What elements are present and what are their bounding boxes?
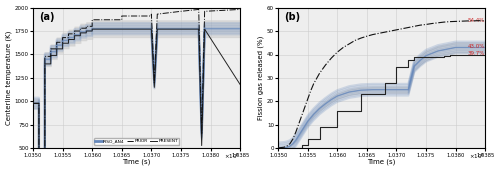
- PRESENT: [78, 35, 84, 37]
- PRESENT: [119, 28, 125, 30]
- PRESENT: [152, 86, 158, 88]
- PRESENT: [148, 28, 154, 30]
- PRIOR: [89, 25, 95, 27]
- PRIOR: [54, 41, 60, 43]
- Line: PRESENT: PRESENT: [33, 29, 240, 155]
- PRIOR: [72, 33, 78, 35]
- PRIOR: [89, 19, 95, 21]
- PRESENT: [196, 28, 202, 30]
- PRESENT: [60, 42, 66, 44]
- PRESENT: [66, 38, 71, 41]
- PRESENT: [237, 83, 243, 86]
- PRIOR: [152, 82, 158, 84]
- Text: $\times10^8$: $\times10^8$: [470, 151, 486, 161]
- PRESENT: [60, 48, 66, 50]
- Text: (b): (b): [284, 12, 300, 22]
- PRIOR: [198, 133, 204, 135]
- PRESENT: [78, 32, 84, 34]
- PRIOR: [60, 41, 66, 43]
- PRIOR: [148, 13, 154, 15]
- PRIOR: [148, 15, 154, 17]
- Text: 43.0%: 43.0%: [468, 44, 485, 49]
- PRIOR: [237, 8, 243, 10]
- Y-axis label: Fission gas released (%): Fission gas released (%): [258, 36, 264, 120]
- Text: $\times10^8$: $\times10^8$: [224, 151, 240, 161]
- PRESENT: [119, 28, 125, 30]
- PRIOR: [84, 27, 89, 29]
- PRIOR: [66, 37, 71, 39]
- PRIOR: [42, 55, 48, 57]
- PRESENT: [66, 42, 71, 44]
- PRESENT: [178, 28, 184, 30]
- Y-axis label: Centerline temperature (K): Centerline temperature (K): [6, 31, 12, 125]
- PRIOR: [48, 48, 54, 50]
- PRESENT: [42, 63, 48, 65]
- PRIOR: [60, 37, 66, 39]
- PRESENT: [84, 32, 89, 34]
- PRIOR: [72, 30, 78, 32]
- PRESENT: [152, 86, 158, 88]
- PRIOR: [48, 55, 54, 57]
- PRESENT: [178, 28, 184, 30]
- PRIOR: [78, 27, 84, 29]
- PRIOR: [54, 48, 60, 50]
- PRESENT: [72, 35, 78, 37]
- Text: (a): (a): [39, 12, 54, 22]
- PRESENT: [42, 154, 48, 156]
- PRIOR: [84, 25, 89, 27]
- PRIOR: [196, 8, 202, 10]
- PRESENT: [36, 102, 42, 104]
- PRESENT: [198, 144, 204, 147]
- PRESENT: [84, 30, 89, 32]
- PRESENT: [30, 102, 36, 104]
- PRIOR: [178, 10, 184, 12]
- PRIOR: [178, 10, 184, 12]
- PRIOR: [42, 154, 48, 156]
- PRESENT: [202, 28, 207, 30]
- Text: 39.7%: 39.7%: [468, 51, 485, 56]
- PRIOR: [36, 154, 42, 156]
- PRIOR: [154, 13, 160, 15]
- PRESENT: [48, 63, 54, 65]
- Legend: RISO_AN4, PRIOR, PRESENT: RISO_AN4, PRIOR, PRESENT: [94, 138, 180, 145]
- PRIOR: [202, 10, 207, 12]
- PRESENT: [89, 28, 95, 30]
- PRIOR: [36, 102, 42, 104]
- PRIOR: [196, 8, 202, 10]
- PRIOR: [198, 133, 204, 135]
- PRIOR: [30, 102, 36, 104]
- PRESENT: [154, 28, 160, 30]
- PRIOR: [152, 82, 158, 84]
- Line: PRIOR: PRIOR: [33, 9, 240, 155]
- Text: 54.4%: 54.4%: [468, 18, 485, 23]
- PRESENT: [54, 48, 60, 50]
- X-axis label: Time (s): Time (s): [368, 159, 396, 166]
- PRESENT: [89, 30, 95, 32]
- PRIOR: [154, 13, 160, 15]
- PRESENT: [196, 28, 202, 30]
- PRESENT: [198, 144, 204, 147]
- PRIOR: [78, 30, 84, 32]
- X-axis label: Time (s): Time (s): [122, 159, 151, 166]
- PRIOR: [66, 33, 71, 35]
- PRESENT: [36, 154, 42, 156]
- PRESENT: [48, 54, 54, 56]
- PRESENT: [154, 28, 160, 30]
- PRIOR: [119, 19, 125, 21]
- PRIOR: [202, 10, 207, 12]
- PRIOR: [119, 15, 125, 17]
- PRESENT: [54, 54, 60, 56]
- PRESENT: [202, 28, 207, 30]
- PRESENT: [72, 38, 78, 41]
- PRESENT: [148, 28, 154, 30]
